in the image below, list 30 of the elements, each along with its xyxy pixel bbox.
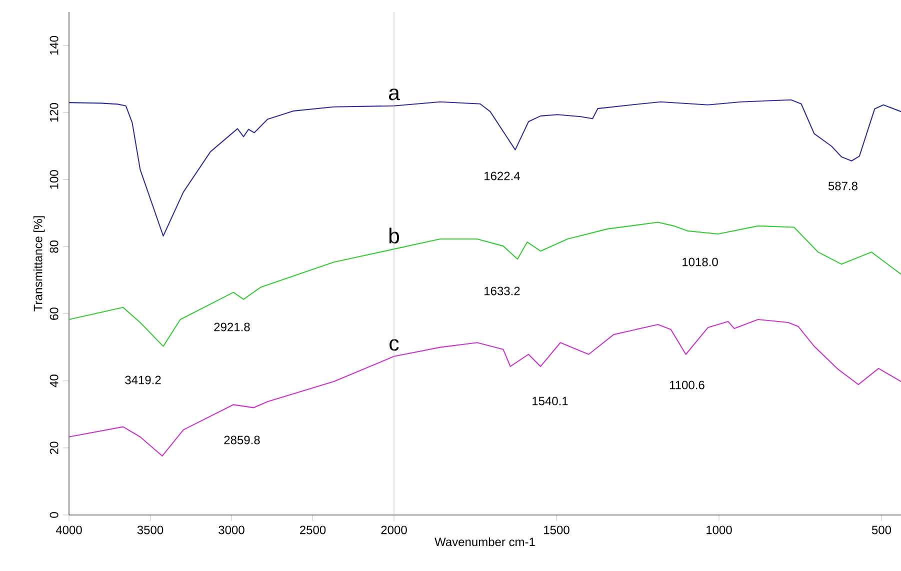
y-tick-label: 60 — [50, 308, 58, 320]
x-tick-label: 1500 — [544, 526, 570, 534]
annotation: 2921.8 — [214, 322, 250, 332]
x-tick-label: 4000 — [56, 526, 82, 534]
annotation: 1633.2 — [484, 286, 520, 296]
y-tick-label: 120 — [50, 103, 58, 122]
annotation: 2859.8 — [224, 436, 260, 444]
y-tick-label: 40 — [50, 374, 58, 388]
y-tick-label: 140 — [50, 36, 58, 55]
annotation: 3419.2 — [125, 376, 161, 384]
series-label: c — [390, 339, 399, 351]
annotation: 1018.0 — [682, 258, 718, 266]
x-axis-title: Wavenumber cm-1 — [434, 537, 535, 546]
series-label: b — [389, 228, 400, 244]
y-tick-label: 20 — [50, 442, 58, 454]
y-tick-label: 100 — [50, 170, 58, 189]
y-tick-label: 80 — [50, 240, 58, 253]
x-tick-label: 500 — [872, 526, 892, 534]
annotation: 1622.4 — [484, 172, 520, 180]
y-axis-title: Transmittance [%] — [33, 216, 45, 312]
annotation: 1100.6 — [670, 380, 704, 390]
x-tick-label: 2000 — [381, 526, 407, 534]
annotation: 1540.1 — [532, 396, 568, 406]
x-tick-label: 2500 — [300, 526, 326, 534]
x-tick-label: 3000 — [218, 526, 244, 534]
x-tick-label: 3500 — [137, 526, 164, 534]
series-label: a — [388, 88, 400, 100]
y-tick-label: 0 — [50, 512, 58, 518]
annotation: 587.8 — [828, 182, 858, 190]
x-tick-label: 1000 — [706, 526, 732, 534]
